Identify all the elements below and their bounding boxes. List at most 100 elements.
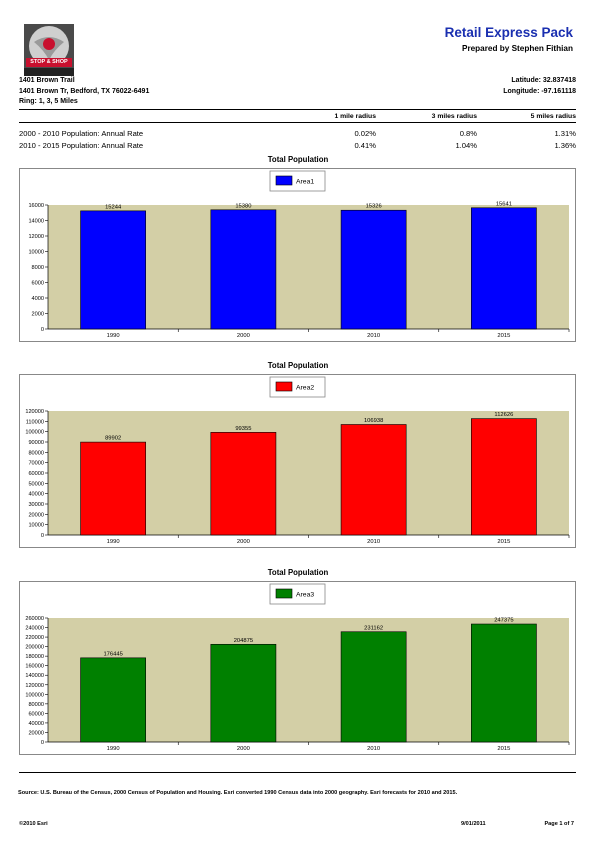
x-tick-label: 2000 bbox=[237, 333, 250, 339]
y-tick-label: 10000 bbox=[28, 523, 44, 529]
bar-2000 bbox=[210, 432, 277, 536]
legend-swatch bbox=[275, 175, 293, 186]
bar-2010 bbox=[340, 424, 407, 536]
table-cell: 1.04% bbox=[455, 141, 477, 150]
chart-legend: Area1 bbox=[269, 170, 326, 192]
x-tick-label: 2015 bbox=[497, 746, 510, 752]
data-label: 247375 bbox=[494, 618, 513, 624]
latitude: Latitude: 32.837418 bbox=[511, 77, 576, 84]
table-cell: 0.41% bbox=[354, 141, 376, 150]
y-tick-label: 30000 bbox=[28, 502, 44, 508]
x-tick-label: 2015 bbox=[497, 539, 510, 545]
table-row-label: 2000 - 2010 Population: Annual Rate bbox=[19, 129, 144, 138]
header-divider bbox=[19, 109, 576, 110]
data-label: 15326 bbox=[366, 204, 382, 210]
company-logo: STOP & SHOP bbox=[24, 24, 74, 76]
copyright: ©2010 Esri bbox=[19, 821, 48, 827]
y-tick-label: 110000 bbox=[26, 419, 44, 425]
bar-2010 bbox=[340, 631, 407, 743]
y-tick-label: 6000 bbox=[32, 281, 44, 287]
y-tick-label: 180000 bbox=[25, 654, 44, 660]
data-label: 15641 bbox=[496, 201, 512, 207]
table-row-label: 2010 - 2015 Population: Annual Rate bbox=[19, 141, 144, 150]
x-tick-label: 2010 bbox=[367, 333, 380, 339]
data-label: 99355 bbox=[235, 426, 251, 432]
population-chart-area3: Area3 0 20000 40000 60000 80000 100000 120000 14… bbox=[25, 583, 570, 752]
address-line-1: 1401 Brown Trail bbox=[19, 77, 75, 84]
logo-text: STOP & SHOP bbox=[30, 59, 68, 65]
data-label: 231162 bbox=[364, 625, 383, 631]
bar-2015 bbox=[471, 418, 537, 536]
chart-legend: Area3 bbox=[269, 583, 326, 605]
column-header-1mile: 1 mile radius bbox=[334, 113, 376, 120]
report-date: 9/01/2011 bbox=[461, 821, 486, 827]
data-label: 15244 bbox=[105, 204, 122, 210]
y-tick-label: 140000 bbox=[25, 673, 44, 679]
bar-2000 bbox=[210, 643, 277, 743]
page-number: Page 1 of 7 bbox=[544, 821, 574, 827]
prepared-by: Prepared by Stephen Fithian bbox=[461, 44, 573, 53]
x-tick-label: 1990 bbox=[107, 746, 120, 752]
bar-2000 bbox=[210, 209, 277, 330]
chart-title: Total Population bbox=[267, 155, 329, 164]
chart-title: Total Population bbox=[267, 361, 329, 370]
ring-info: Ring: 1, 3, 5 Miles bbox=[19, 98, 78, 105]
legend-swatch bbox=[275, 588, 293, 599]
y-tick-label: 260000 bbox=[25, 616, 44, 622]
y-tick-label: 120000 bbox=[25, 683, 44, 689]
population-chart-area1: Area1 0 2000 4000 6000 8000 10000 12000 14000 160… bbox=[28, 170, 570, 339]
y-tick-label: 60000 bbox=[28, 471, 44, 477]
chart-1-frame: Area1 0 2000 4000 6000 8000 10000 12000 14000 160… bbox=[19, 168, 576, 342]
y-tick-label: 40000 bbox=[28, 721, 44, 727]
bar-1990 bbox=[80, 210, 146, 330]
y-tick-label: 12000 bbox=[28, 234, 44, 240]
chart-2-frame: Area2 0 10000 20000 30000 40000 50000 60000 7000… bbox=[19, 374, 576, 548]
y-tick-label: 70000 bbox=[28, 461, 44, 467]
table-header-divider bbox=[19, 122, 576, 123]
y-tick-label: 20000 bbox=[28, 730, 44, 736]
y-tick-label: 10000 bbox=[28, 250, 44, 256]
x-tick-label: 2010 bbox=[367, 539, 380, 545]
data-label: 204875 bbox=[234, 638, 253, 644]
table-cell: 1.36% bbox=[554, 141, 576, 150]
column-header-3miles: 3 miles radius bbox=[431, 113, 477, 120]
y-tick-label: 100000 bbox=[25, 430, 44, 436]
legend-label: Area3 bbox=[296, 592, 314, 599]
y-tick-label: 80000 bbox=[28, 702, 44, 708]
footer-divider bbox=[19, 772, 576, 773]
y-tick-label: 100000 bbox=[25, 692, 44, 698]
y-tick-label: 14000 bbox=[28, 219, 44, 225]
chart-title: Total Population bbox=[267, 568, 329, 577]
x-tick-label: 2010 bbox=[367, 746, 380, 752]
legend-label: Area1 bbox=[296, 179, 314, 186]
data-label: 106938 bbox=[364, 418, 383, 424]
y-tick-label: 0 bbox=[41, 533, 44, 539]
y-tick-label: 240000 bbox=[25, 626, 44, 632]
y-tick-label: 40000 bbox=[28, 492, 44, 498]
legend-swatch bbox=[275, 381, 293, 392]
y-tick-label: 200000 bbox=[25, 645, 44, 651]
y-tick-label: 80000 bbox=[28, 450, 44, 456]
y-tick-label: 8000 bbox=[32, 265, 44, 271]
data-label: 15380 bbox=[235, 203, 251, 209]
x-tick-label: 1990 bbox=[107, 539, 120, 545]
bar-1990 bbox=[80, 657, 146, 743]
address-line-2: 1401 Brown Tr, Bedford, TX 76022-6491 bbox=[19, 88, 150, 95]
x-tick-label: 2015 bbox=[497, 333, 510, 339]
y-tick-label: 0 bbox=[41, 327, 44, 333]
column-header-5miles: 5 miles radius bbox=[530, 113, 576, 120]
bar-1990 bbox=[80, 441, 146, 536]
data-label: 89902 bbox=[105, 436, 121, 442]
source-note: Source: U.S. Bureau of the Census, 2000 … bbox=[18, 790, 458, 796]
y-tick-label: 90000 bbox=[28, 440, 44, 446]
x-tick-label: 2000 bbox=[237, 539, 250, 545]
legend-label: Area2 bbox=[296, 385, 314, 392]
y-tick-label: 50000 bbox=[28, 481, 44, 487]
bar-2015 bbox=[471, 623, 537, 743]
y-tick-label: 16000 bbox=[28, 203, 44, 209]
y-tick-label: 4000 bbox=[32, 296, 44, 302]
y-tick-label: 160000 bbox=[25, 664, 44, 670]
y-tick-label: 120000 bbox=[25, 409, 44, 415]
population-chart-area2: Area2 0 10000 20000 30000 40000 50000 60000 7000… bbox=[25, 376, 570, 545]
y-tick-label: 2000 bbox=[32, 312, 44, 318]
